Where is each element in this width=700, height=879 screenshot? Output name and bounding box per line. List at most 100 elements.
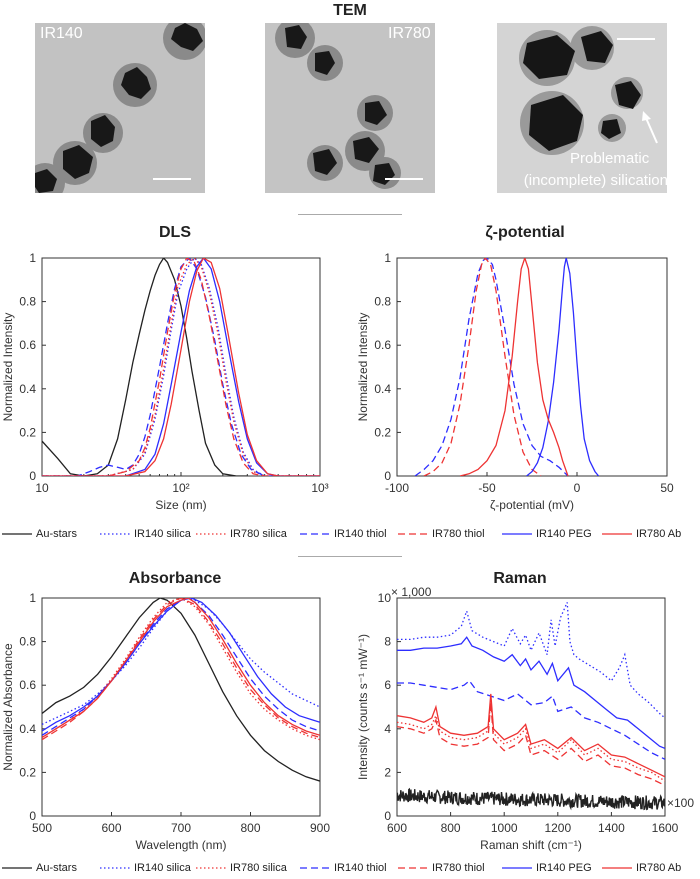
abs-xtick-label: 500 <box>32 821 52 835</box>
raman-series-ir780-silica <box>397 698 665 782</box>
raman-series-ir140-silica <box>397 602 665 719</box>
zeta-xtick-label: 50 <box>660 481 674 495</box>
tem-annotation-line1: Problematic <box>570 150 650 167</box>
legend-label: IR780 thiol <box>432 862 485 874</box>
legend-label: IR140 PEG <box>536 528 592 540</box>
abs-ytick-label: 1 <box>29 591 36 605</box>
divider-top <box>298 214 402 215</box>
dls-series-ir140-silica <box>42 258 320 476</box>
zeta-xtick-label: -50 <box>478 481 496 495</box>
tem-label-ir140: IR140 <box>40 25 83 42</box>
legend-label: IR780 silica <box>230 528 287 540</box>
zeta-ytick-label: 0.8 <box>374 295 391 309</box>
legend-label: IR140 silica <box>134 528 191 540</box>
legend-swatch <box>398 533 428 535</box>
raman-xtick-label: 1200 <box>544 821 571 835</box>
legend-item-ir780-silica: IR780 silica <box>196 862 287 874</box>
abs-ytick-label: 0 <box>29 809 36 823</box>
legend-item-ir780-silica: IR780 silica <box>196 528 287 540</box>
legend-item-ir140-silica: IR140 silica <box>100 528 191 540</box>
tem-title: TEM <box>333 2 367 19</box>
dls-series-ir140-peg <box>42 258 320 476</box>
zeta-xtick-label: -100 <box>385 481 409 495</box>
dls-ytick-label: 0.4 <box>19 382 36 396</box>
legend-item-ir140-peg: IR140 PEG <box>502 528 592 540</box>
zeta-series-ir140-peg <box>526 258 600 476</box>
abs-series-ir140-silica <box>42 598 320 725</box>
raman-series-ir780-ab <box>397 693 665 778</box>
zeta-ytick-label: 1 <box>384 251 391 265</box>
dls-series-ir780-silica <box>42 258 320 476</box>
legend-label: IR780 thiol <box>432 528 485 540</box>
zeta-axes-box <box>396 257 668 477</box>
abs-xtick-label: 800 <box>240 821 260 835</box>
dls-series-ir780-thiol <box>42 258 320 476</box>
dls-series-ir780-ab <box>42 258 320 476</box>
abs-series-ir140-thiol <box>42 598 320 736</box>
legend-label: IR140 silica <box>134 862 191 874</box>
raman-ytick-label: 6 <box>384 678 391 692</box>
abs-ytick-label: 0.2 <box>19 765 36 779</box>
zeta-ytick-label: 0.2 <box>374 425 391 439</box>
abs-ytick-label: 0.4 <box>19 722 36 736</box>
abs-ylabel: Normalized Absorbance <box>1 643 15 771</box>
abs-title: Absorbance <box>128 570 222 587</box>
legend-swatch <box>300 867 330 869</box>
tem-image-ir780 <box>265 23 435 193</box>
legend-swatch <box>196 867 226 869</box>
legend-swatch <box>100 867 130 869</box>
raman-series-ir140-thiol <box>397 679 665 760</box>
abs-series-ir780-thiol <box>42 598 320 741</box>
legend-label: IR140 thiol <box>334 528 387 540</box>
legend-label: IR780 Ab <box>636 528 682 540</box>
dls-xtick-label: 10³ <box>311 481 328 495</box>
legend-label: IR780 silica <box>230 862 287 874</box>
legend-swatch <box>602 867 632 869</box>
legend-label: IR780 Ab <box>636 862 682 874</box>
abs-series-ir780-ab <box>42 598 320 739</box>
dls-ytick-label: 0.8 <box>19 295 36 309</box>
legend-swatch <box>300 533 330 535</box>
raman-xtick-label: 1000 <box>491 821 518 835</box>
tem-image-ir140 <box>35 23 205 193</box>
zeta-title: ζ-potential <box>485 224 565 241</box>
legend-swatch <box>502 533 532 535</box>
raman-xtick-label: 600 <box>387 821 407 835</box>
dls-title: DLS <box>159 224 191 241</box>
raman-xtick-label: 1400 <box>598 821 625 835</box>
legend-item-ir780-thiol: IR780 thiol <box>398 528 485 540</box>
dls-ylabel: Normalized Intensity <box>1 313 15 422</box>
zeta-series-ir780-thiol <box>423 258 542 476</box>
legend-swatch <box>502 867 532 869</box>
raman-black-multiplier: ×100 <box>667 796 694 810</box>
abs-series-au-stars <box>42 598 320 782</box>
raman-title: Raman <box>493 570 547 587</box>
dls-series-ir140-thiol <box>42 258 320 476</box>
legend-item-ir140-thiol: IR140 thiol <box>300 528 387 540</box>
zeta-ylabel: Normalized Intensity <box>356 313 370 422</box>
legend-label: Au-stars <box>36 862 77 874</box>
dls-ytick-label: 0.6 <box>19 338 36 352</box>
zeta-ytick-label: 0 <box>384 469 391 483</box>
legend-swatch <box>2 533 32 535</box>
raman-ylabel: Intensity (counts s⁻¹ mW⁻¹) <box>356 634 370 780</box>
zeta-series-ir140-thiol <box>414 258 569 476</box>
dls-xlabel: Size (nm) <box>155 498 206 512</box>
legend-item-ir140-silica: IR140 silica <box>100 862 191 874</box>
abs-xtick-label: 600 <box>101 821 121 835</box>
divider-mid <box>298 556 402 557</box>
dls-ytick-label: 0 <box>29 469 36 483</box>
raman-axes-box <box>396 597 666 817</box>
zeta-ytick-label: 0.6 <box>374 338 391 352</box>
dls-xtick-label: 10² <box>172 481 189 495</box>
legend-swatch <box>602 533 632 535</box>
raman-chart: 0 2 4 6 8 10 600 800 1000 1200 1400 1600 Raman shift… <box>345 585 700 860</box>
abs-chart: 0 0.2 0.4 0.6 0.8 1 500 600 700 800 900 Wavelength … <box>0 591 340 860</box>
dls-series-au-stars <box>42 258 248 476</box>
legend-top: Au-stars IR140 silica IR780 silica IR140 th… <box>0 528 700 542</box>
tem-annotation-line2: (incomplete) silication <box>523 172 668 189</box>
zeta-chart: 0 0.2 0.4 0.6 0.8 1 -100 -50 0 50 ζ-potential (mV)… <box>345 246 685 522</box>
legend-label: IR140 thiol <box>334 862 387 874</box>
abs-ytick-label: 0.6 <box>19 678 36 692</box>
raman-ytick-label: 8 <box>384 635 391 649</box>
